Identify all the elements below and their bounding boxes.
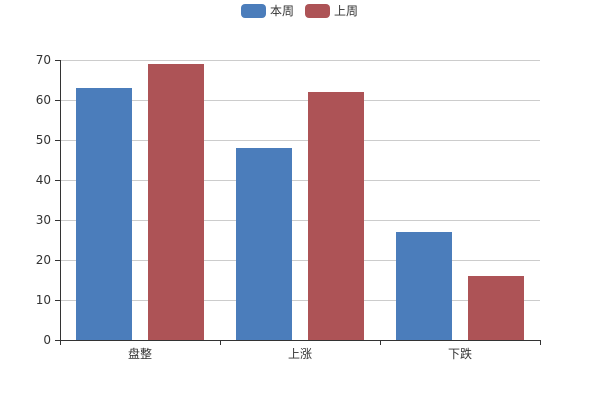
bar-this-week xyxy=(396,232,452,340)
x-tick-label: 下跌 xyxy=(448,346,472,361)
y-tick-label: 30 xyxy=(36,213,51,227)
y-tick-label: 70 xyxy=(36,53,51,67)
bar-this-week xyxy=(76,88,132,340)
bar-last-week xyxy=(148,64,204,340)
x-tick-label: 上涨 xyxy=(288,346,312,361)
legend-label: 本周 xyxy=(270,4,294,18)
y-tick-label: 0 xyxy=(43,333,51,347)
y-tick-label: 50 xyxy=(36,133,51,147)
legend-swatch xyxy=(241,4,266,18)
legend-swatch xyxy=(305,4,330,18)
x-tick-label: 盘整 xyxy=(128,346,152,361)
bar-last-week xyxy=(308,92,364,340)
y-tick-label: 10 xyxy=(36,293,51,307)
bar-this-week xyxy=(236,148,292,340)
y-tick-label: 60 xyxy=(36,93,51,107)
bar-last-week xyxy=(468,276,524,340)
y-tick-label: 20 xyxy=(36,253,51,267)
legend-label: 上周 xyxy=(334,4,358,18)
y-tick-label: 40 xyxy=(36,173,51,187)
